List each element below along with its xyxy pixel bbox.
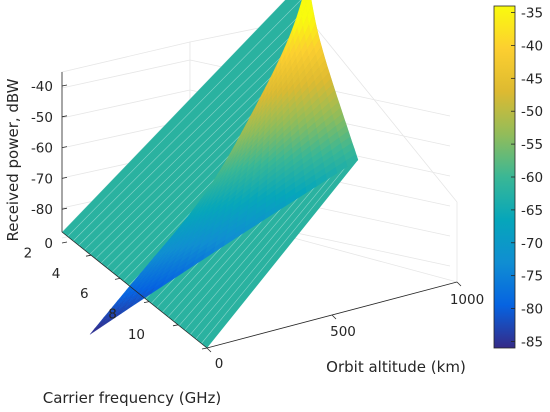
surface-patch [89, 321, 105, 335]
colorbar-tick-label: -50 [521, 104, 543, 120]
grid-line [61, 59, 191, 89]
z-tick-label: 0 [44, 236, 53, 252]
x-tick-label: 1000 [450, 292, 484, 308]
colorbar-tick-label: -65 [521, 203, 543, 219]
skirt-mesh-line [84, 22, 316, 251]
colorbar-tick-label: -85 [521, 334, 543, 350]
colorbar-tick-label: -40 [521, 38, 543, 54]
z-tick-label: -70 [31, 171, 53, 187]
x-axis-ticks: 0 500 1000 [206, 281, 484, 372]
x-tick-mark [331, 314, 337, 320]
z-tick-mark [61, 241, 68, 244]
y-tick-label: 6 [80, 286, 89, 302]
surface [61, 0, 359, 348]
skirt-mesh-line [72, 2, 313, 242]
y-tick-mark [172, 324, 179, 327]
skirt-mesh-line [67, 0, 302, 237]
x-tick-label: 500 [330, 324, 356, 340]
z-tick-label: -80 [31, 202, 53, 218]
colorbar-ticks: -35 -40 -45 -50 -55 -60 -65 -70 -75 -80 -85 [511, 6, 543, 350]
y-tick-label: 8 [108, 307, 117, 323]
y-axis-ticks: 2 4 6 8 10 [24, 231, 208, 350]
z-tick-mark [61, 146, 68, 148]
colorbar-tick-label: -75 [521, 269, 543, 285]
skirt-mesh-line [201, 154, 357, 344]
x-axis-title: Orbit altitude (km) [326, 358, 466, 376]
z-axis-title: Received power, dBW [4, 78, 22, 241]
y-axis-title: Carrier frequency (GHz) [43, 389, 222, 407]
skirt-mesh-line [78, 13, 315, 246]
colorbar-tick-label: -55 [521, 137, 543, 153]
colorbar-tick-label: -60 [521, 170, 543, 186]
x-tick-mark [206, 347, 212, 353]
colorbar: -35 -40 -45 -50 -55 -60 -65 -70 -75 -80 -85 [493, 6, 543, 350]
y-tick-mark [85, 254, 92, 257]
x-tick-mark [456, 281, 462, 287]
x-tick-label: 0 [215, 356, 224, 372]
y-tick-mark [143, 301, 150, 303]
skirt-mesh-line [61, 0, 286, 233]
colorbar-tick-label: -45 [521, 71, 543, 87]
y-tick-mark [114, 278, 121, 280]
z-tick-label: -60 [31, 141, 53, 157]
z-tick-mark [61, 84, 68, 87]
colorbar-tick-label: -80 [521, 302, 543, 318]
z-tick-label: -50 [31, 110, 53, 126]
y-axis-line [61, 231, 208, 349]
colorbar-tick-label: -70 [521, 236, 543, 252]
surface-patch [345, 153, 359, 167]
skirt-mesh-line [195, 148, 355, 340]
z-axis-ticks: 0 -80 -70 -60 -50 -40 [31, 72, 68, 252]
y-tick-label: 2 [24, 245, 33, 261]
z-tick-mark [61, 115, 68, 118]
colorbar-tick-label: -35 [521, 6, 543, 22]
grid-line [61, 89, 191, 119]
z-tick-mark [61, 177, 68, 179]
z-tick-label: -40 [31, 79, 53, 95]
y-tick-mark [201, 347, 208, 350]
y-tick-label: 4 [52, 266, 61, 282]
z-tick-mark [61, 207, 68, 210]
y-tick-label: 10 [128, 327, 145, 343]
